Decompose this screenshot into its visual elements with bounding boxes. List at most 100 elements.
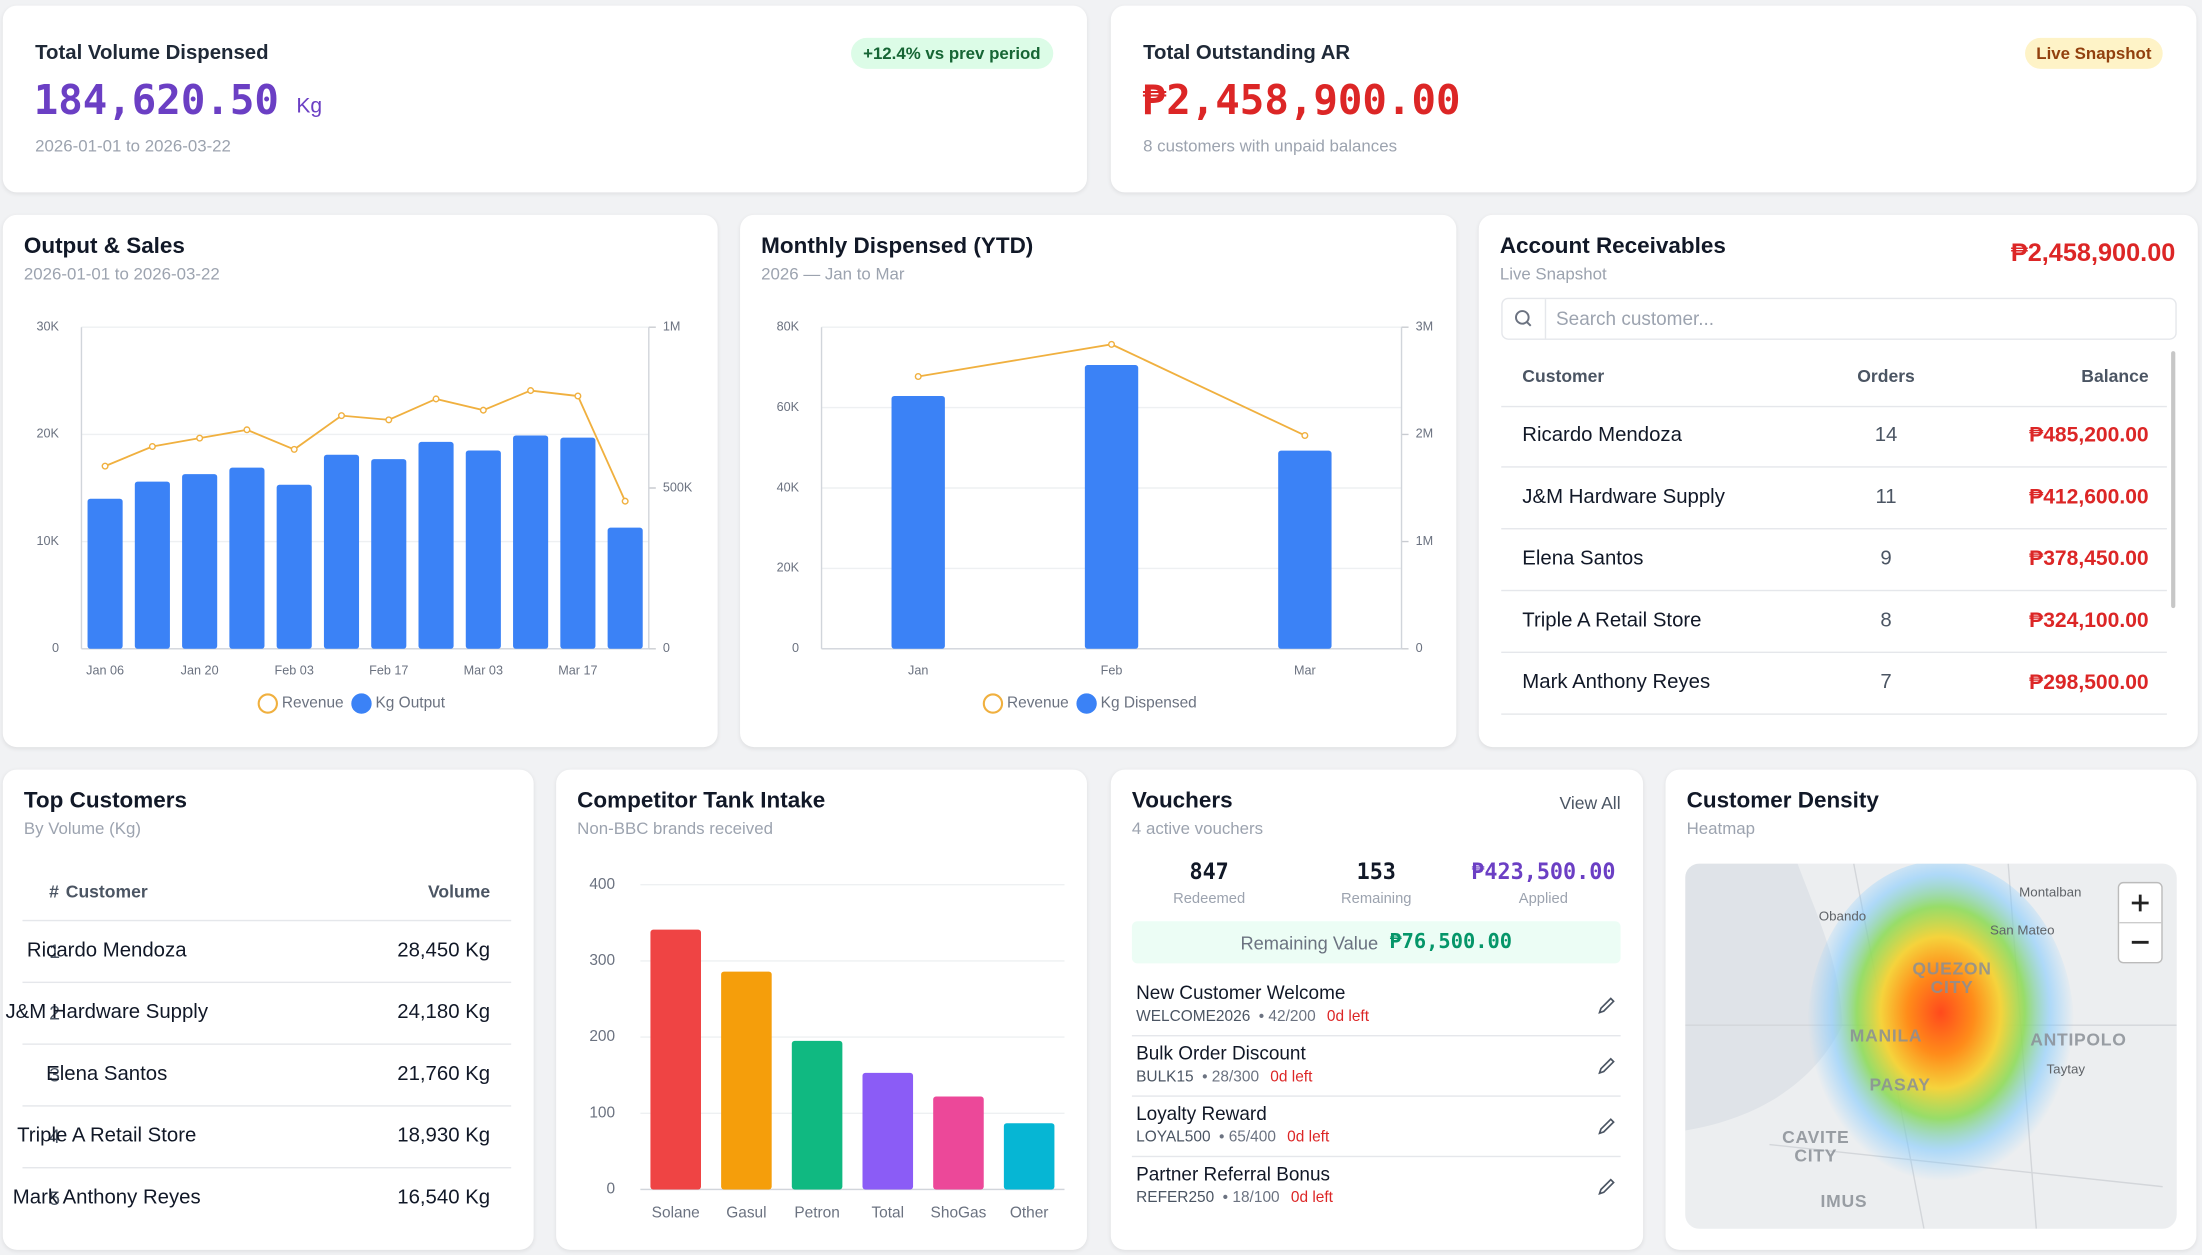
bar	[560, 437, 596, 649]
line-point	[243, 426, 251, 434]
card-title: Vouchers	[1131, 789, 1233, 814]
order-count: 9	[1880, 547, 1892, 571]
search-icon	[1515, 310, 1532, 327]
kpi-value: 184,620.50	[33, 75, 279, 124]
bar	[1084, 364, 1139, 649]
voucher-meta: WELCOME2026 • 42/200 0d left	[1136, 1008, 1369, 1025]
voucher-code: REFER250	[1136, 1189, 1215, 1207]
zoom-buttons[interactable]	[2119, 883, 2162, 962]
bar	[371, 459, 407, 649]
search-placeholder: Search customer...	[1556, 308, 1715, 330]
scrollbar[interactable]	[2171, 351, 2176, 609]
bar	[862, 1072, 914, 1190]
remaining-label: Remaining Value	[1240, 931, 1379, 953]
edit-icon[interactable]	[1597, 1056, 1617, 1076]
voucher-meta: BULK15 • 28/300 0d left	[1136, 1069, 1312, 1086]
y-tick-label: 300	[589, 952, 615, 969]
line-point	[621, 497, 629, 505]
y-tick-label: 30K	[37, 320, 60, 334]
voucher-usage: • 65/400	[1218, 1129, 1276, 1146]
volume: 21,760 Kg	[397, 1063, 491, 1086]
column-header: Customer	[65, 881, 148, 902]
legend-label: Kg Output	[376, 695, 446, 712]
remaining-box: Remaining Value ₱76,500.00	[1131, 921, 1621, 964]
x-tick-label: Total	[871, 1204, 904, 1221]
edit-icon[interactable]	[1597, 996, 1617, 1016]
chart-card: 0 100 200 300 400 Solane Gasul Petron Total ShoGa…	[556, 769, 1087, 1250]
balance: ₱485,200.00	[2029, 423, 2149, 448]
legend-label: Kg Dispensed	[1101, 695, 1197, 712]
x-tick-label: Solane	[652, 1204, 700, 1221]
row-separator	[1131, 1034, 1621, 1037]
row-separator	[1501, 651, 2167, 654]
order-count: 14	[1874, 424, 1898, 447]
voucher-name: New Customer Welcome	[1136, 982, 1346, 1004]
bar	[1278, 450, 1332, 649]
place-label: Obando	[1818, 909, 1867, 925]
customer-name: Triple A Retail Store	[1522, 609, 1702, 632]
card-subtitle: Live Snapshot	[1499, 264, 1607, 284]
place-label: MANILA	[1849, 1025, 1923, 1046]
bar	[418, 441, 454, 649]
bar	[721, 971, 772, 1190]
legend-marker	[982, 693, 1004, 714]
place-label: Montalban	[2019, 885, 2082, 901]
volume: 28,450 Kg	[397, 939, 491, 962]
line-point	[914, 373, 922, 381]
line-point	[337, 412, 345, 420]
y2-tick-label: 0	[1416, 641, 1423, 655]
map[interactable]: Montalban Obando San Mateo QUEZON CITY MANIL…	[1685, 863, 2177, 1229]
y-tick-label: 100	[589, 1104, 615, 1121]
row-separator	[1501, 589, 2167, 592]
legend-marker	[1076, 693, 1097, 714]
column-header: Volume	[427, 881, 491, 902]
customer-name: J&M Hardware Supply	[5, 1001, 209, 1024]
volume: 24,180 Kg	[397, 1001, 491, 1024]
kpi-badge: Live Snapshot	[2025, 37, 2163, 69]
edit-icon[interactable]	[1597, 1177, 1617, 1197]
edit-icon-path	[1598, 1178, 1615, 1196]
x-tick-label: Other	[1010, 1204, 1049, 1221]
legend-marker	[257, 693, 278, 714]
kpi-title: Total Volume Dispensed	[35, 42, 269, 65]
rank: 1	[49, 939, 61, 962]
x-tick-label: Jan	[908, 664, 928, 678]
edit-icon-path	[1598, 1057, 1615, 1075]
top-customers-card: Top Customers By Volume (Kg) # Customer Vo…	[2, 769, 534, 1250]
y-tick-label: 0	[607, 1181, 616, 1198]
rank: 4	[49, 1124, 61, 1148]
rank: 5	[49, 1186, 61, 1210]
card-subtitle: 4 active vouchers	[1131, 818, 1264, 839]
edit-icon-path	[1598, 1118, 1615, 1135]
chart-subtitle: 2026 — Jan to Mar	[761, 264, 905, 284]
edit-icon[interactable]	[1597, 1116, 1617, 1136]
x-tick-label: Jan 06	[86, 664, 124, 678]
rank: 2	[49, 1001, 61, 1024]
kpi-unit: Kg	[296, 94, 323, 118]
x-tick-label: Petron	[794, 1204, 839, 1221]
line-point	[385, 416, 393, 424]
view-all-link[interactable]: View All	[1559, 793, 1621, 814]
voucher-name: Partner Referral Bonus	[1136, 1163, 1331, 1185]
volume: 18,930 Kg	[397, 1124, 491, 1148]
card-subtitle: Heatmap	[1686, 818, 1756, 839]
x-tick-label: ShoGas	[931, 1204, 987, 1221]
voucher-meta: LOYAL500 • 65/400 0d left	[1136, 1129, 1329, 1146]
search-icon-box	[1503, 299, 1547, 339]
y-tick-label: 60K	[777, 400, 800, 414]
x-tick-label: Feb 17	[369, 664, 408, 678]
x-tick-label: Mar 17	[558, 664, 597, 678]
bar	[791, 1040, 843, 1190]
bar	[891, 395, 945, 649]
stat-value: 847	[1189, 859, 1229, 885]
search-box[interactable]: Search customer...	[1501, 297, 2177, 340]
voucher-name: Loyalty Reward	[1136, 1103, 1267, 1125]
row-separator	[1501, 466, 2167, 468]
kpi-card: Total Volume Dispensed 184,620.50 Kg 202…	[2, 5, 1087, 193]
y-tick-label: 400	[589, 876, 615, 893]
y-tick-label: 80K	[777, 320, 800, 334]
bar	[1003, 1123, 1055, 1190]
chart-title: Monthly Dispensed (YTD)	[761, 234, 1034, 259]
place-label: Taytay	[2046, 1062, 2086, 1078]
